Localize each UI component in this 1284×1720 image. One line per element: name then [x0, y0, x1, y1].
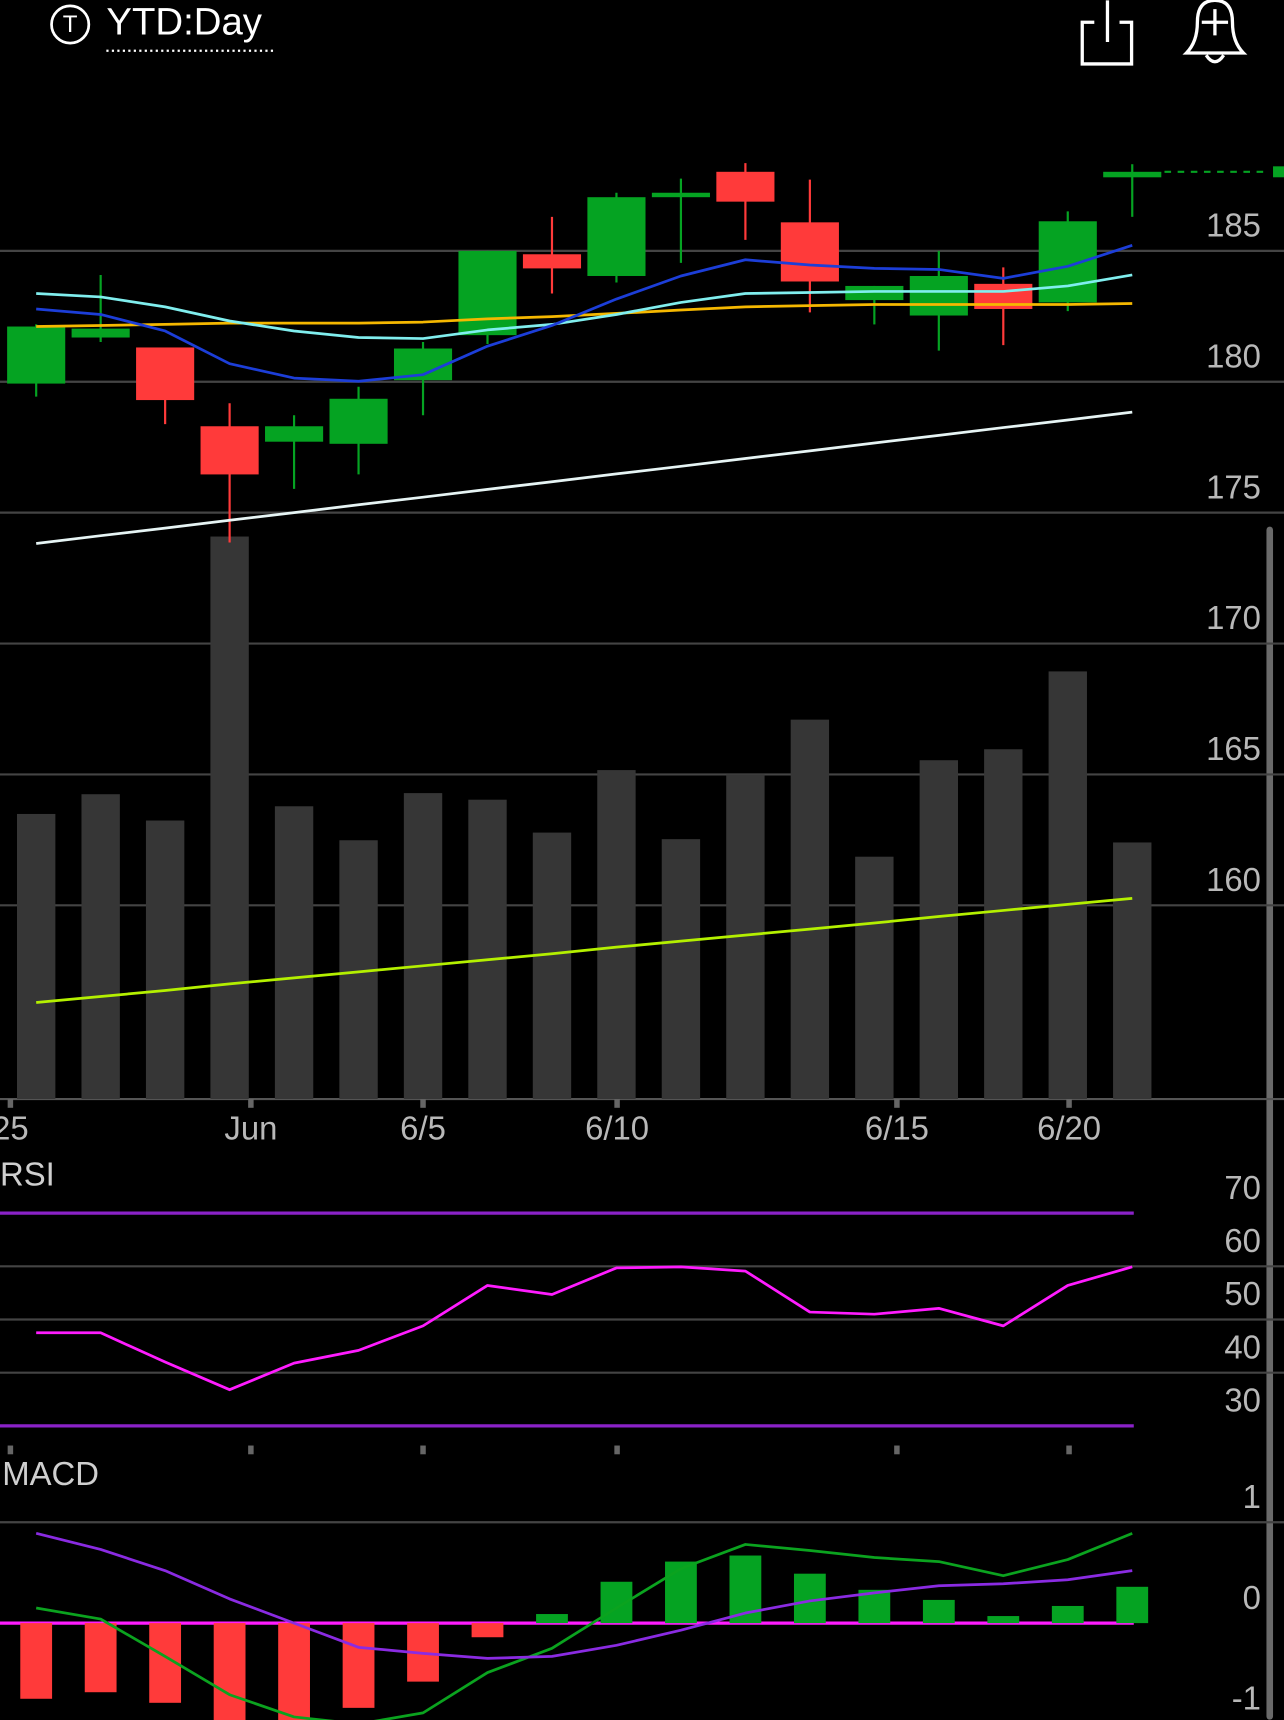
candle-body — [71, 328, 130, 338]
panel-title: RSI — [0, 1156, 55, 1193]
volume-bar — [403, 793, 443, 1100]
bell-plus — [1201, 9, 1229, 36]
candle-body — [716, 171, 775, 202]
moving-average-line — [36, 273, 1133, 340]
y-tick-label: 180 — [1206, 337, 1261, 374]
share-box — [1080, 20, 1134, 66]
x-tick-label: 6/15 — [865, 1110, 929, 1147]
volume-bar — [210, 536, 249, 1100]
macd-line — [35, 1532, 1133, 1720]
candle-body — [845, 285, 904, 301]
candle-body — [458, 250, 517, 336]
x-tick-label: 6/5 — [400, 1110, 446, 1147]
bell — [1182, 0, 1248, 55]
volume-ma-line — [36, 897, 1133, 1004]
volume-bar — [790, 719, 830, 1100]
range-title[interactable]: YTD:Day — [106, 1, 262, 44]
volume-bar — [532, 832, 572, 1100]
volume-bar — [855, 856, 894, 1100]
volume-bar — [16, 813, 56, 1100]
macd-histogram-bar — [922, 1599, 955, 1624]
last-price-marker — [1273, 166, 1284, 178]
candle-body — [909, 275, 968, 316]
y-tick-label: 50 — [1224, 1275, 1261, 1312]
volume-bar — [81, 794, 120, 1100]
scrollbar[interactable] — [1266, 526, 1274, 1720]
candle-body — [651, 192, 710, 198]
bell-clapper — [1204, 54, 1226, 64]
candle-body — [7, 326, 66, 384]
moving-average-line — [36, 410, 1133, 545]
macd-histogram-bar — [342, 1623, 375, 1708]
macd-histogram-bar — [1116, 1586, 1149, 1624]
volume-bar — [145, 820, 185, 1100]
y-tick-label: 0 — [1243, 1579, 1261, 1616]
y-tick-label: 160 — [1206, 861, 1261, 898]
ticker-icon-letter: T — [63, 11, 78, 38]
candle-body — [200, 426, 259, 475]
volume-bar — [919, 760, 959, 1100]
y-tick-label: 70 — [1224, 1169, 1261, 1206]
x-tick-label: 6/10 — [585, 1110, 649, 1147]
candle-body — [1038, 221, 1097, 303]
macd-line — [35, 1532, 1133, 1660]
candle-body — [265, 426, 324, 442]
volume-bar — [274, 806, 314, 1100]
volume-bar — [1048, 671, 1087, 1100]
panel-title: MACD — [2, 1455, 99, 1492]
volume-bar — [597, 770, 636, 1100]
macd-histogram-bar — [665, 1561, 697, 1624]
macd-histogram-bar — [471, 1623, 504, 1638]
macd-histogram-bar — [536, 1614, 568, 1624]
macd-histogram-bar — [213, 1623, 246, 1720]
y-tick-label: 40 — [1224, 1328, 1261, 1365]
candle-body — [1103, 171, 1162, 178]
x-tick-label: 6/20 — [1037, 1110, 1101, 1147]
moving-average-line — [36, 302, 1133, 328]
alert-button[interactable] — [1182, 0, 1248, 64]
macd-histogram-bar — [84, 1623, 117, 1693]
candle-body — [136, 347, 195, 401]
macd-histogram-bar — [1051, 1605, 1084, 1624]
x-tick-label: 25 — [0, 1110, 29, 1147]
macd-histogram-bar — [20, 1623, 53, 1699]
y-tick-label: 185 — [1206, 207, 1261, 244]
x-tick-label: Jun — [224, 1110, 277, 1147]
macd-histogram-bar — [987, 1616, 1020, 1624]
share-button[interactable] — [1080, 0, 1134, 66]
macd-histogram-bar — [278, 1623, 310, 1720]
y-tick-label: 1 — [1243, 1478, 1261, 1515]
volume-bar — [468, 799, 507, 1100]
volume-bar — [1113, 842, 1152, 1100]
y-tick-label: 170 — [1206, 599, 1261, 636]
y-tick-label: -1 — [1232, 1680, 1261, 1717]
candle-body — [329, 398, 388, 444]
moving-average-line — [36, 244, 1133, 383]
candle-body — [780, 222, 839, 282]
y-tick-label: 60 — [1224, 1222, 1261, 1259]
ticker-icon[interactable] — [50, 4, 91, 45]
y-tick-label: 165 — [1206, 730, 1261, 767]
y-tick-label: 175 — [1206, 468, 1261, 505]
candle-body — [522, 254, 582, 269]
volume-bar — [984, 749, 1023, 1100]
y-tick-label: 30 — [1224, 1382, 1261, 1419]
candle-body — [587, 197, 646, 276]
rsi-line — [36, 1265, 1133, 1392]
volume-bar — [661, 839, 701, 1100]
